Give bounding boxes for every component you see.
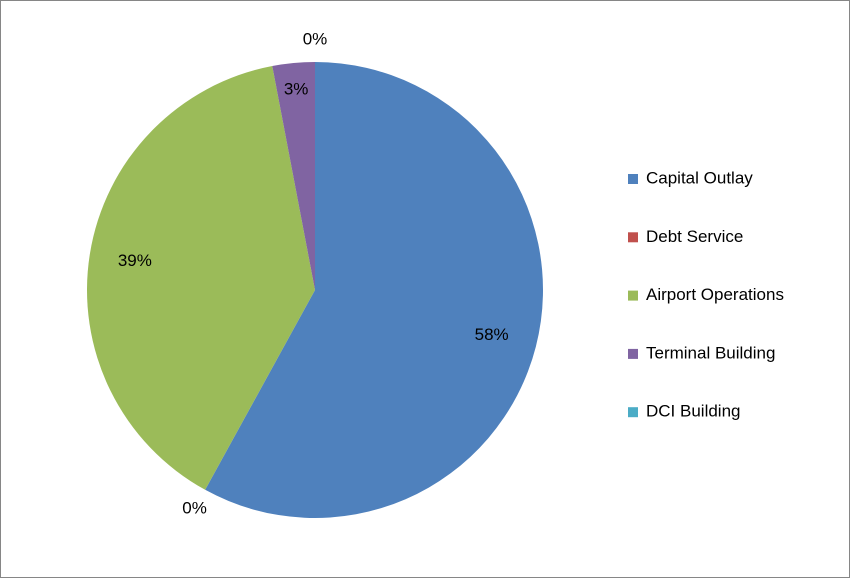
data-label: 0% xyxy=(303,29,328,48)
data-label: 58% xyxy=(475,325,509,344)
legend-swatch xyxy=(628,290,638,301)
legend-label: Airport Operations xyxy=(646,285,784,304)
legend-swatch xyxy=(628,232,638,243)
legend-label: DCI Building xyxy=(646,402,741,421)
pie-slice xyxy=(205,62,543,518)
data-label: 3% xyxy=(284,80,309,99)
pie-slice xyxy=(272,62,315,290)
legend-swatch xyxy=(628,407,638,418)
data-label: 0% xyxy=(182,499,207,518)
legend-label: Debt Service xyxy=(646,227,743,246)
legend-swatch xyxy=(628,348,638,359)
legend-label: Capital Outlay xyxy=(646,168,753,187)
legend-label: Terminal Building xyxy=(646,343,775,362)
data-label: 39% xyxy=(118,251,152,270)
legend-swatch xyxy=(628,174,638,184)
pie-slice xyxy=(87,66,315,490)
